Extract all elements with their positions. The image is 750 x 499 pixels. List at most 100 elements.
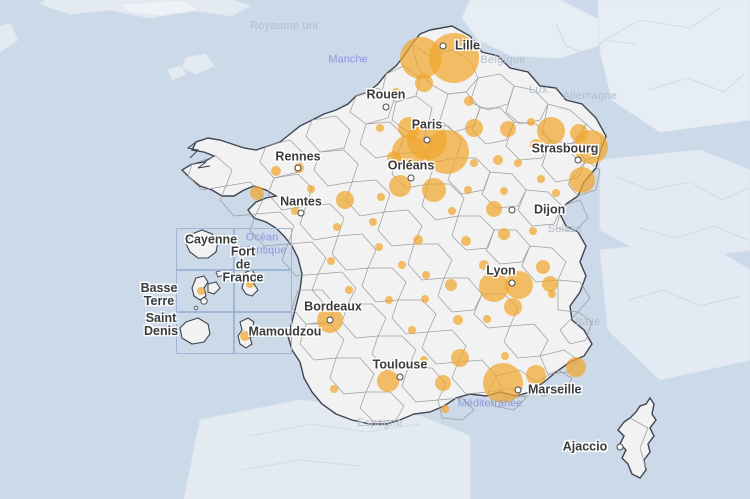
city-marker[interactable]	[514, 386, 522, 394]
case-bubble[interactable]	[385, 296, 393, 304]
case-bubble[interactable]	[500, 121, 516, 137]
city-label: Orléans	[387, 158, 435, 173]
city-label: Nantes	[280, 194, 322, 209]
case-bubble[interactable]	[415, 74, 433, 92]
city-marker[interactable]	[508, 279, 516, 287]
case-bubble[interactable]	[552, 189, 560, 197]
case-bubble[interactable]	[377, 370, 399, 392]
case-bubble[interactable]	[398, 261, 406, 269]
city-label: Rennes	[275, 149, 321, 164]
case-bubble[interactable]	[375, 243, 383, 251]
case-bubble[interactable]	[422, 178, 446, 202]
territory-label[interactable]: Cayenne	[184, 232, 238, 247]
case-bubble[interactable]	[504, 298, 522, 316]
case-bubble[interactable]	[369, 218, 377, 226]
territory-label[interactable]: Basse Terre	[140, 281, 178, 308]
case-bubble[interactable]	[422, 271, 430, 279]
city-label: Dijon	[534, 202, 566, 217]
case-bubble[interactable]	[548, 290, 556, 298]
case-bubble[interactable]	[345, 286, 353, 294]
case-bubble[interactable]	[377, 193, 385, 201]
case-bubble[interactable]	[529, 227, 537, 235]
case-bubble[interactable]	[376, 124, 384, 132]
case-bubble[interactable]	[441, 405, 449, 413]
case-bubble[interactable]	[435, 375, 451, 391]
territory-label[interactable]: Mamoudzou	[248, 324, 322, 339]
case-bubble[interactable]	[250, 186, 264, 200]
case-bubble[interactable]	[453, 315, 463, 325]
city-marker[interactable]	[439, 42, 447, 50]
case-bubble[interactable]	[448, 207, 456, 215]
case-bubble[interactable]	[327, 257, 335, 265]
case-bubble[interactable]	[387, 151, 401, 165]
case-bubble[interactable]	[493, 155, 503, 165]
city-marker[interactable]	[382, 103, 390, 111]
case-bubble[interactable]	[445, 279, 457, 291]
case-bubble[interactable]	[479, 260, 489, 270]
case-bubble[interactable]	[530, 139, 542, 151]
case-bubble[interactable]	[425, 130, 469, 174]
city-label: Toulouse	[372, 357, 428, 372]
case-bubble[interactable]	[464, 96, 474, 106]
case-bubble[interactable]	[527, 118, 535, 126]
city-label: Lille	[455, 38, 481, 53]
case-bubble[interactable]	[307, 185, 315, 193]
case-bubble[interactable]	[501, 352, 509, 360]
case-bubble[interactable]	[536, 260, 550, 274]
case-bubble[interactable]	[483, 315, 491, 323]
case-bubble[interactable]	[291, 207, 299, 215]
case-bubble[interactable]	[413, 235, 423, 245]
city-marker[interactable]	[574, 156, 582, 164]
case-bubble[interactable]	[271, 166, 281, 176]
case-bubble[interactable]	[537, 117, 565, 145]
city-marker[interactable]	[326, 316, 334, 324]
city-label: Rouen	[366, 87, 406, 102]
case-bubble[interactable]	[461, 236, 471, 246]
case-bubble[interactable]	[483, 363, 523, 403]
case-bubble[interactable]	[500, 187, 508, 195]
city-marker[interactable]	[508, 206, 516, 214]
city-marker[interactable]	[294, 164, 302, 172]
city-marker[interactable]	[297, 209, 305, 217]
case-bubble[interactable]	[451, 349, 469, 367]
case-bubble[interactable]	[246, 280, 254, 288]
case-bubble[interactable]	[542, 276, 558, 292]
territory-label[interactable]: Fort de France	[222, 244, 264, 285]
case-bubble[interactable]	[336, 191, 354, 209]
case-bubble[interactable]	[486, 201, 502, 217]
city-marker[interactable]	[407, 174, 415, 182]
case-bubble[interactable]	[421, 295, 429, 303]
case-bubble[interactable]	[429, 33, 479, 83]
case-bubble[interactable]	[537, 175, 545, 183]
case-bubble[interactable]	[569, 167, 595, 193]
case-bubble[interactable]	[479, 272, 509, 302]
city-label: Marseille	[528, 382, 582, 397]
case-bubble[interactable]	[526, 365, 546, 385]
case-bubble[interactable]	[330, 385, 338, 393]
case-bubble[interactable]	[240, 331, 250, 341]
case-bubble[interactable]	[408, 326, 416, 334]
case-bubble[interactable]	[392, 88, 400, 96]
city-marker[interactable]	[616, 443, 624, 451]
case-bubble[interactable]	[470, 159, 478, 167]
case-bubble[interactable]	[464, 186, 472, 194]
case-bubble[interactable]	[514, 159, 522, 167]
city-label: Strasbourg	[531, 141, 599, 156]
case-bubble[interactable]	[389, 175, 411, 197]
case-bubble[interactable]	[498, 228, 510, 240]
city-label: Bordeaux	[304, 299, 362, 314]
case-bubble[interactable]	[197, 287, 205, 295]
city-marker[interactable]	[396, 373, 404, 381]
case-bubble[interactable]	[333, 223, 341, 231]
city-marker[interactable]	[423, 136, 431, 144]
city-label: Paris	[411, 117, 443, 132]
case-bubble[interactable]	[420, 356, 428, 364]
territory-label[interactable]: Saint Denis	[143, 311, 179, 338]
case-bubble[interactable]	[465, 119, 483, 137]
city-label: Ajaccio	[562, 439, 608, 454]
case-bubble[interactable]	[566, 357, 586, 377]
